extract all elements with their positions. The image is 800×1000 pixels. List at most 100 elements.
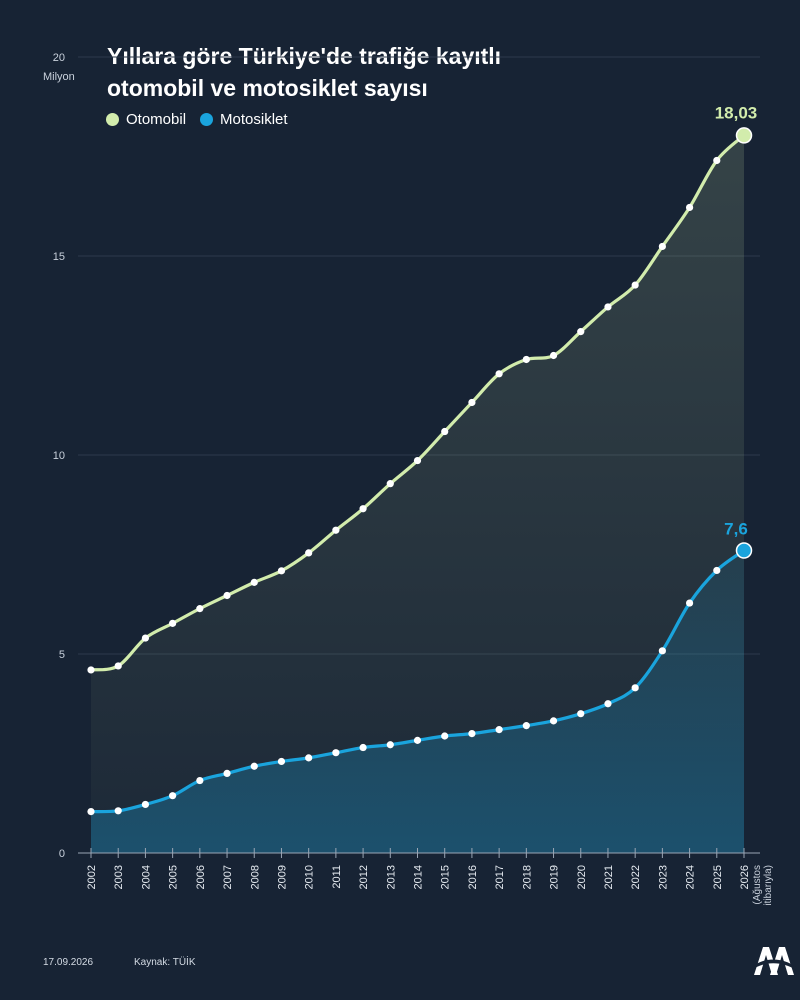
data-point-motosiklet-2022 (631, 684, 639, 692)
legend-item-otomobil: Otomobil (106, 111, 186, 128)
data-point-otomobil-2012 (359, 505, 367, 513)
y-tick-label-20: 20 (53, 52, 65, 64)
data-point-otomobil-2017 (495, 370, 503, 378)
data-point-otomobil-2015 (441, 427, 449, 436)
data-point-otomobil-2009 (277, 567, 286, 575)
data-point-otomobil-2008 (250, 578, 258, 586)
x-tick-label-2024: 2024 (685, 865, 697, 889)
data-point-motosiklet-2016 (468, 730, 476, 738)
data-point-motosiklet-2002 (87, 808, 95, 816)
data-point-motosiklet-2019 (549, 717, 558, 725)
x-tick-label-2021: 2021 (603, 865, 615, 889)
x-tick-label-2013: 2013 (385, 865, 397, 889)
data-point-motosiklet-2026 (735, 542, 753, 559)
data-point-otomobil-2004 (141, 634, 150, 642)
area-layer (91, 135, 744, 853)
data-point-motosiklet-2024 (685, 599, 694, 607)
data-point-otomobil-2003 (114, 662, 122, 670)
data-point-motosiklet-2021 (604, 700, 612, 708)
data-point-otomobil-2021 (604, 303, 612, 311)
x-tick-label-2005: 2005 (168, 865, 180, 889)
x-tick-label-2022: 2022 (630, 865, 642, 889)
data-point-otomobil-2002 (87, 666, 95, 674)
data-point-otomobil-2024 (685, 203, 694, 212)
legend-item-motosiklet: Motosiklet (200, 111, 288, 128)
y-tick-label-5: 5 (59, 649, 65, 661)
data-point-otomobil-2020 (577, 328, 585, 336)
x-tick-label-2002: 2002 (86, 865, 98, 889)
chart-title: Yıllara göre Türkiye'de trafiğe kayıtlı … (107, 40, 667, 104)
x-tick-label-2018: 2018 (521, 865, 533, 889)
data-point-motosiklet-2018 (522, 722, 530, 730)
data-point-motosiklet-2013 (386, 741, 394, 749)
x-tick-label-2020: 2020 (576, 865, 588, 889)
x-tick-label-2025: 2025 (712, 865, 724, 889)
x-tick-label-2003: 2003 (113, 865, 125, 889)
data-point-otomobil-2005 (169, 619, 177, 627)
x-tick-label-2014: 2014 (413, 865, 425, 889)
legend-swatch-motosiklet (200, 113, 214, 126)
data-point-motosiklet-2006 (196, 776, 204, 785)
data-point-otomobil-2025 (713, 156, 721, 165)
label-layer: 18,03 7,6 (715, 103, 758, 538)
data-point-motosiklet-2009 (277, 757, 286, 766)
data-point-motosiklet-2011 (332, 749, 340, 757)
footer-date: 17.09.2026 (43, 957, 94, 968)
data-point-otomobil-2019 (549, 351, 558, 360)
data-point-motosiklet-2005 (169, 792, 177, 800)
data-point-otomobil-2023 (658, 242, 666, 251)
x-tick-label-2017: 2017 (494, 865, 506, 889)
data-point-motosiklet-2023 (658, 647, 666, 655)
point-layer (87, 127, 753, 816)
data-point-otomobil-2026 (735, 127, 753, 144)
data-point-motosiklet-2004 (141, 800, 150, 809)
data-point-otomobil-2011 (332, 526, 340, 534)
x-tick-label-2023: 2023 (657, 865, 669, 889)
aa-logo (752, 947, 796, 975)
x-tick-label-2009: 2009 (276, 865, 288, 889)
x-tick-label-2012: 2012 (358, 865, 370, 889)
data-point-motosiklet-2008 (250, 762, 258, 770)
x-tick-note-1: itibarıyla) (763, 865, 774, 906)
legend-swatch-otomobil (106, 113, 119, 126)
x-tick-label-2008: 2008 (249, 865, 261, 889)
x-tick-label-2011: 2011 (331, 865, 343, 889)
data-point-motosiklet-2012 (359, 743, 367, 752)
data-point-motosiklet-2014 (413, 736, 422, 744)
area-otomobil (91, 135, 744, 853)
data-point-otomobil-2010 (305, 549, 313, 557)
footer-source: Kaynak: TÜİK (134, 957, 196, 968)
end-value-label-motosiklet: 7,6 (724, 520, 748, 539)
x-tick-label-2026: 2026 (739, 865, 751, 889)
data-point-otomobil-2014 (413, 456, 422, 465)
y-tick-label-15: 15 (53, 251, 65, 263)
data-point-motosiklet-2010 (305, 754, 313, 762)
data-point-motosiklet-2017 (495, 726, 503, 734)
data-point-otomobil-2016 (468, 398, 476, 407)
x-tick-label-2019: 2019 (549, 865, 561, 889)
data-point-motosiklet-2007 (223, 769, 231, 778)
axis-layer: 0 5 10 15 20 2002 2003 2004 2005 2006 2007 2008 2009… (53, 52, 774, 906)
y-axis-unit-label: Milyon (43, 71, 75, 83)
data-point-motosiklet-2015 (441, 732, 449, 740)
data-point-otomobil-2006 (196, 605, 204, 613)
x-tick-label-2004: 2004 (140, 865, 152, 889)
x-tick-label-2010: 2010 (304, 865, 316, 889)
y-tick-label-10: 10 (53, 450, 65, 462)
chart-title-line-2: otomobil ve motosiklet sayısı (107, 75, 428, 101)
x-tick-note-0: (Ağustos (752, 865, 763, 904)
data-point-motosiklet-2025 (713, 566, 721, 575)
legend-label-motosiklet: Motosiklet (220, 111, 288, 128)
x-tick-label-2016: 2016 (467, 865, 479, 889)
data-point-motosiklet-2003 (114, 807, 122, 815)
x-tick-label-2007: 2007 (222, 865, 234, 889)
end-value-label-otomobil: 18,03 (715, 103, 758, 122)
data-point-otomobil-2022 (631, 281, 639, 289)
legend-label-otomobil: Otomobil (126, 111, 187, 128)
chart-title-line-1: Yıllara göre Türkiye'de trafiğe kayıtlı (107, 43, 502, 69)
data-point-otomobil-2007 (223, 591, 231, 600)
x-tick-label-2015: 2015 (440, 865, 452, 889)
data-point-otomobil-2013 (386, 480, 394, 488)
x-tick-label-2006: 2006 (195, 865, 207, 889)
